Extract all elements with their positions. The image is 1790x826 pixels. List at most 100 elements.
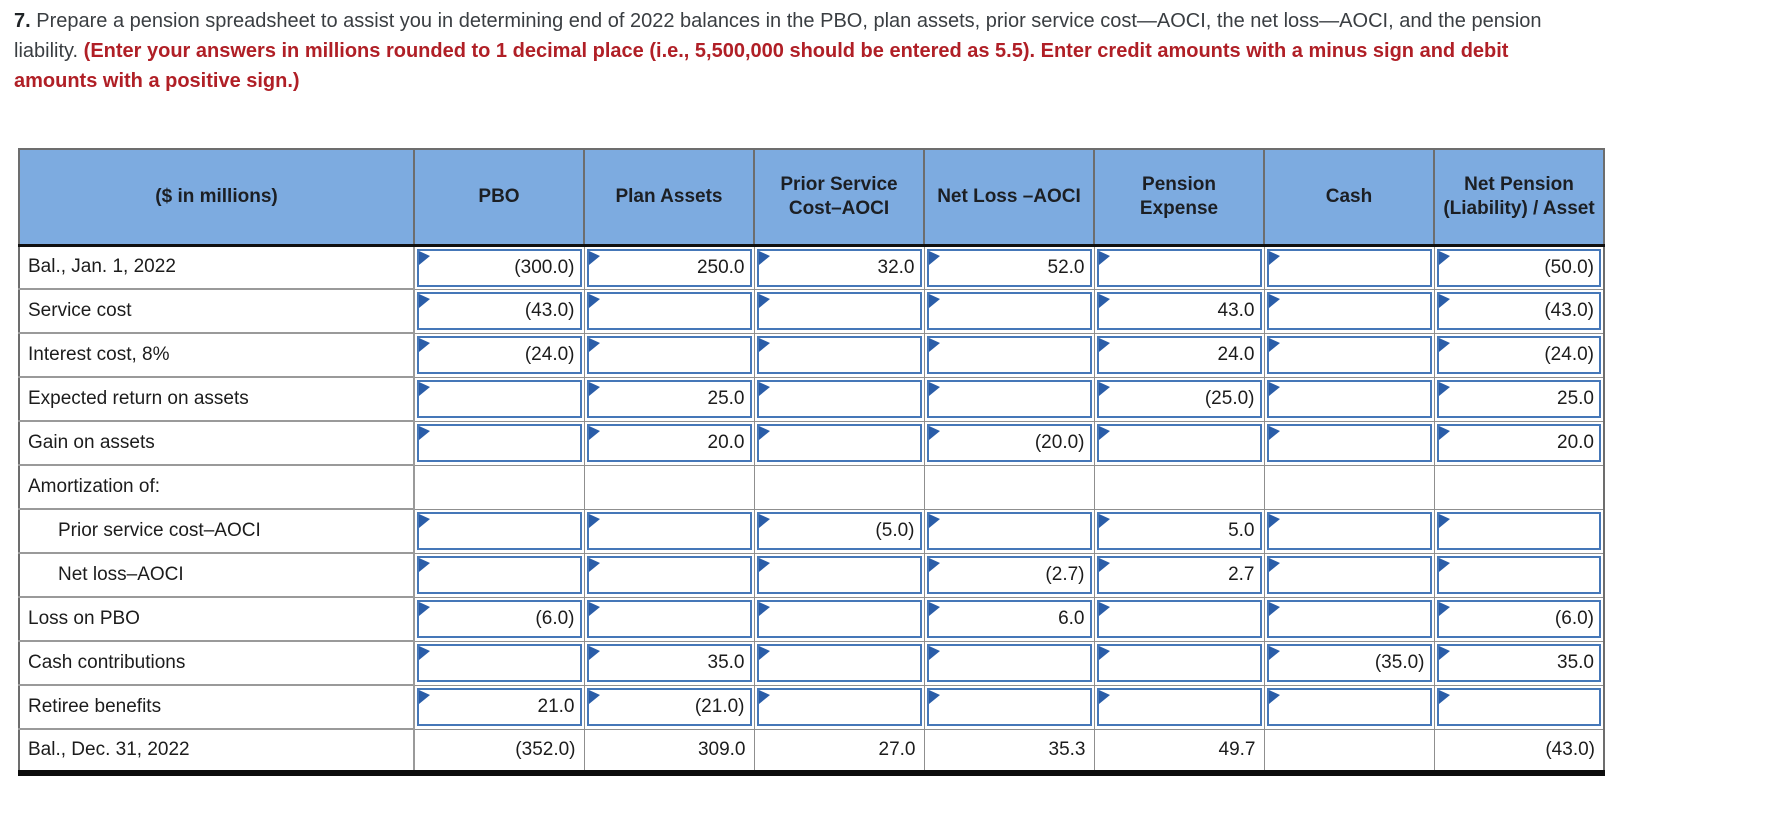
- cell-input-box[interactable]: [417, 424, 582, 462]
- cell-input[interactable]: [419, 602, 580, 636]
- cell-input-box[interactable]: [926, 292, 1092, 330]
- cell-input[interactable]: [1098, 250, 1260, 285]
- cell-input-box[interactable]: [1096, 424, 1262, 462]
- cell-input-box[interactable]: [586, 336, 752, 374]
- cell-input-box[interactable]: [1266, 380, 1432, 418]
- cell-input-box[interactable]: [1436, 424, 1601, 462]
- cell-input[interactable]: [1268, 602, 1430, 636]
- cell-input[interactable]: [419, 646, 580, 680]
- cell-input-box[interactable]: [586, 424, 752, 462]
- cell-input[interactable]: [419, 250, 580, 285]
- cell-input[interactable]: [1438, 294, 1599, 328]
- cell-input-box[interactable]: [586, 512, 752, 550]
- cell-input[interactable]: [1268, 558, 1430, 592]
- cell-input-box[interactable]: [586, 248, 752, 287]
- cell-input[interactable]: [758, 514, 920, 548]
- cell-input-box[interactable]: [1436, 336, 1601, 374]
- cell-input-box[interactable]: [1436, 644, 1601, 682]
- cell-input[interactable]: [1268, 294, 1430, 328]
- cell-input-box[interactable]: [586, 380, 752, 418]
- cell-input[interactable]: [588, 294, 750, 328]
- cell-input[interactable]: [758, 338, 920, 372]
- cell-input-box[interactable]: [1096, 688, 1262, 726]
- cell-input[interactable]: [928, 558, 1090, 592]
- cell-input-box[interactable]: [926, 600, 1092, 638]
- cell-input[interactable]: [1268, 646, 1430, 680]
- cell-input-box[interactable]: [926, 556, 1092, 594]
- cell-input[interactable]: [1098, 294, 1260, 328]
- cell-input-box[interactable]: [756, 600, 922, 638]
- cell-input-box[interactable]: [756, 644, 922, 682]
- cell-input[interactable]: [928, 514, 1090, 548]
- cell-input[interactable]: [588, 338, 750, 372]
- cell-input-box[interactable]: [1436, 380, 1601, 418]
- cell-input[interactable]: [1268, 514, 1430, 548]
- cell-input[interactable]: [419, 690, 580, 724]
- cell-input-box[interactable]: [1436, 512, 1601, 550]
- cell-input[interactable]: [928, 250, 1090, 285]
- cell-input[interactable]: [758, 690, 920, 724]
- cell-input[interactable]: [588, 602, 750, 636]
- cell-input-box[interactable]: [1096, 336, 1262, 374]
- cell-input-box[interactable]: [586, 600, 752, 638]
- cell-input[interactable]: [928, 646, 1090, 680]
- cell-input-box[interactable]: [926, 380, 1092, 418]
- cell-input[interactable]: [1438, 558, 1599, 592]
- cell-input[interactable]: [1098, 602, 1260, 636]
- cell-input-box[interactable]: [586, 292, 752, 330]
- cell-input-box[interactable]: [1096, 512, 1262, 550]
- cell-input[interactable]: [928, 294, 1090, 328]
- cell-input[interactable]: [588, 426, 750, 460]
- cell-input-box[interactable]: [926, 248, 1092, 287]
- cell-input[interactable]: [419, 558, 580, 592]
- cell-input[interactable]: [1098, 382, 1260, 416]
- cell-input[interactable]: [1098, 514, 1260, 548]
- cell-input[interactable]: [1438, 250, 1599, 285]
- cell-input-box[interactable]: [926, 336, 1092, 374]
- cell-input-box[interactable]: [1096, 556, 1262, 594]
- cell-input-box[interactable]: [756, 248, 922, 287]
- cell-input-box[interactable]: [417, 644, 582, 682]
- cell-input-box[interactable]: [1266, 336, 1432, 374]
- cell-input[interactable]: [1438, 338, 1599, 372]
- cell-input[interactable]: [928, 338, 1090, 372]
- cell-input[interactable]: [1268, 690, 1430, 724]
- cell-input-box[interactable]: [1266, 600, 1432, 638]
- cell-input-box[interactable]: [1096, 380, 1262, 418]
- cell-input[interactable]: [1098, 338, 1260, 372]
- cell-input[interactable]: [1268, 250, 1430, 285]
- cell-input-box[interactable]: [756, 336, 922, 374]
- cell-input-box[interactable]: [1436, 292, 1601, 330]
- cell-input-box[interactable]: [756, 688, 922, 726]
- cell-input[interactable]: [419, 514, 580, 548]
- cell-input-box[interactable]: [1096, 644, 1262, 682]
- cell-input-box[interactable]: [417, 556, 582, 594]
- cell-input[interactable]: [758, 250, 920, 285]
- cell-input-box[interactable]: [926, 644, 1092, 682]
- cell-input-box[interactable]: [586, 644, 752, 682]
- cell-input-box[interactable]: [1096, 248, 1262, 287]
- cell-input-box[interactable]: [756, 380, 922, 418]
- cell-input[interactable]: [928, 382, 1090, 416]
- cell-input[interactable]: [928, 602, 1090, 636]
- cell-input-box[interactable]: [1266, 688, 1432, 726]
- cell-input[interactable]: [1438, 690, 1599, 724]
- cell-input[interactable]: [758, 382, 920, 416]
- cell-input-box[interactable]: [417, 600, 582, 638]
- cell-input-box[interactable]: [1266, 512, 1432, 550]
- cell-input[interactable]: [588, 558, 750, 592]
- cell-input[interactable]: [758, 294, 920, 328]
- cell-input-box[interactable]: [1266, 248, 1432, 287]
- cell-input-box[interactable]: [1436, 688, 1601, 726]
- cell-input-box[interactable]: [1266, 292, 1432, 330]
- cell-input[interactable]: [1268, 382, 1430, 416]
- cell-input[interactable]: [419, 382, 580, 416]
- cell-input-box[interactable]: [756, 424, 922, 462]
- cell-input[interactable]: [1438, 426, 1599, 460]
- cell-input-box[interactable]: [1266, 644, 1432, 682]
- cell-input[interactable]: [758, 558, 920, 592]
- cell-input[interactable]: [419, 338, 580, 372]
- cell-input[interactable]: [1098, 690, 1260, 724]
- cell-input-box[interactable]: [1096, 600, 1262, 638]
- cell-input[interactable]: [1268, 338, 1430, 372]
